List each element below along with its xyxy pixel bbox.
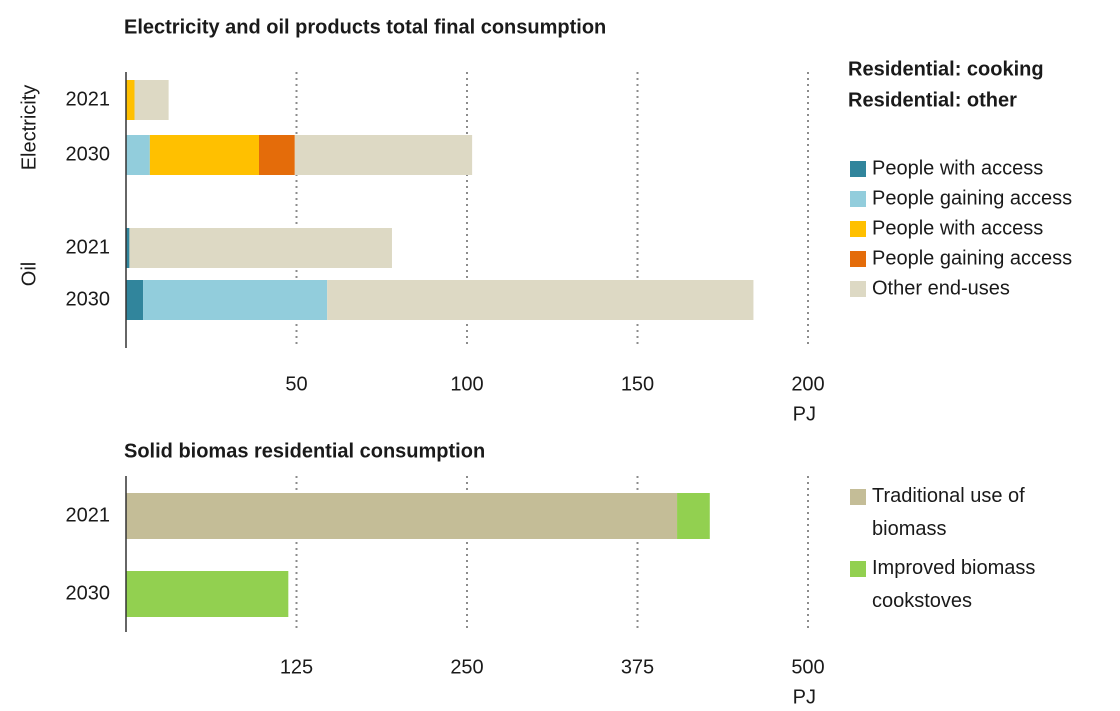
bar-segment	[126, 228, 130, 268]
legend-swatch	[850, 191, 866, 207]
x-axis-unit: PJ	[793, 686, 816, 708]
legend-heading: Residential: cooking	[848, 58, 1044, 80]
chart-title: Solid biomas residential consumption	[124, 440, 485, 462]
bar-segment	[134, 80, 169, 120]
x-tick-label: 150	[621, 373, 654, 395]
legend-heading: Residential: other	[848, 89, 1017, 111]
group-label: Electricity	[18, 85, 40, 171]
y-tick-label: 2021	[66, 236, 111, 258]
bar-segment	[126, 280, 144, 320]
bar-segment	[126, 80, 135, 120]
x-tick-label: 500	[791, 656, 824, 678]
bar-segment	[126, 571, 289, 617]
legend-swatch	[850, 221, 866, 237]
bar-segment	[126, 493, 678, 539]
legend-label: People gaining access	[872, 247, 1072, 269]
bar-segment	[143, 280, 328, 320]
group-label: Oil	[18, 262, 40, 286]
y-tick-label: 2030	[66, 582, 111, 604]
legend-swatch	[850, 489, 866, 505]
bar-segment	[258, 135, 295, 175]
x-tick-label: 100	[450, 373, 483, 395]
legend-label: Improved biomass cookstoves	[872, 557, 1035, 612]
legend-swatch	[850, 251, 866, 267]
bar-segment	[149, 135, 259, 175]
legend-swatch	[850, 161, 866, 177]
x-tick-label: 375	[621, 656, 654, 678]
legend-label: People with access	[872, 217, 1043, 239]
x-tick-label: 250	[450, 656, 483, 678]
legend-label: People gaining access	[872, 187, 1072, 209]
bar-segment	[129, 228, 392, 268]
x-axis-unit: PJ	[793, 403, 816, 425]
legend-label: People with access	[872, 157, 1043, 179]
bar-segment	[294, 135, 473, 175]
y-tick-label: 2021	[66, 504, 111, 526]
bar-segment	[677, 493, 710, 539]
legend-swatch	[850, 561, 866, 577]
y-tick-label: 2030	[66, 143, 111, 165]
y-tick-label: 2030	[66, 288, 111, 310]
bar-segment	[327, 280, 754, 320]
x-tick-label: 50	[285, 373, 307, 395]
legend-label: Traditional use of biomass	[872, 485, 1025, 540]
legend-label: Other end-uses	[872, 277, 1010, 299]
x-tick-label: 200	[791, 373, 824, 395]
chart-title: Electricity and oil products total final…	[124, 16, 606, 38]
y-tick-label: 2021	[66, 88, 111, 110]
x-tick-label: 125	[280, 656, 313, 678]
legend-swatch	[850, 281, 866, 297]
bar-segment	[126, 135, 150, 175]
